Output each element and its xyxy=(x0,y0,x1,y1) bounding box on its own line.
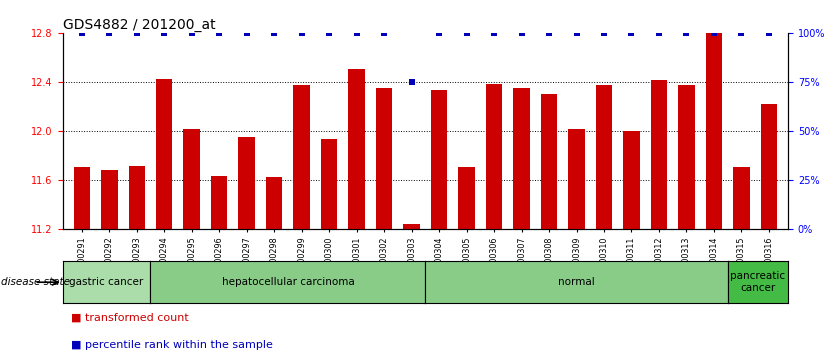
Text: pancreatic
cancer: pancreatic cancer xyxy=(731,272,786,293)
Bar xyxy=(568,130,585,229)
Bar xyxy=(73,167,90,229)
Bar xyxy=(459,167,475,229)
Bar xyxy=(733,167,750,229)
Bar xyxy=(761,104,777,229)
Bar xyxy=(404,224,420,229)
Bar xyxy=(211,176,228,229)
Bar xyxy=(678,85,695,229)
Bar xyxy=(239,137,255,229)
Text: gastric cancer: gastric cancer xyxy=(69,277,143,287)
Bar xyxy=(349,69,364,229)
Bar xyxy=(651,81,667,229)
Bar xyxy=(485,84,502,229)
Bar xyxy=(321,139,338,229)
Bar xyxy=(266,177,283,229)
Text: disease state: disease state xyxy=(1,277,70,287)
Bar xyxy=(156,79,173,229)
Bar xyxy=(595,85,612,229)
Bar xyxy=(706,33,722,229)
Bar xyxy=(376,88,392,229)
Bar xyxy=(540,94,557,229)
Bar xyxy=(431,90,447,229)
Text: hepatocellular carcinoma: hepatocellular carcinoma xyxy=(222,277,354,287)
Text: normal: normal xyxy=(558,277,595,287)
Text: ■ percentile rank within the sample: ■ percentile rank within the sample xyxy=(71,340,273,350)
Text: GDS4882 / 201200_at: GDS4882 / 201200_at xyxy=(63,18,215,32)
Bar xyxy=(623,131,640,229)
Bar xyxy=(183,130,200,229)
Text: ■ transformed count: ■ transformed count xyxy=(71,313,188,323)
Bar xyxy=(294,85,310,229)
Bar xyxy=(513,88,530,229)
Bar xyxy=(128,166,145,229)
Bar xyxy=(101,170,118,229)
